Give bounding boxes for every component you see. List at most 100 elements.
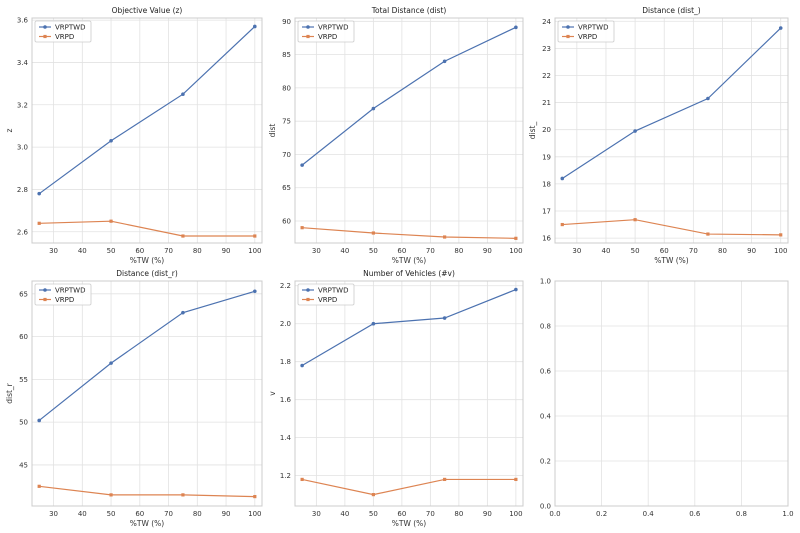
data-point-vrptwd [181,310,185,315]
x-axis-label: %TW (%) [130,256,165,265]
legend-marker [566,25,570,29]
x-tick-label: 40 [340,247,349,255]
chart-title: Distance (dist_r) [116,269,178,278]
x-tick-label: 1.0 [782,510,793,518]
x-tick-label: 40 [78,247,87,255]
data-point-vrptwd [300,363,304,368]
x-tick-label: 100 [509,510,522,518]
chart-title: Total Distance (dist) [371,6,447,15]
x-tick-label: 80 [193,247,202,255]
y-tick-label: 0.6 [540,368,552,376]
legend-marker [306,25,310,29]
chart-title: Number of Vehicles (#v) [363,269,455,278]
legend-label: VRPD [55,33,74,41]
y-tick-label: 3.2 [17,101,28,109]
data-point-vrptwd [514,25,518,30]
legend-marker [43,25,47,29]
x-tick-label: 0.2 [596,510,607,518]
data-point-vrptwd [633,129,637,133]
y-tick-label: 60 [282,218,291,226]
y-tick-label: 17 [542,208,551,216]
y-tick-label: 2.0 [280,320,291,328]
y-tick-label: 20 [542,126,551,134]
legend-marker [566,34,570,39]
chart-4: 30 40 50 60 70 80 90 100 45 50 55 60 65 Distance (dis… [5,269,263,528]
legend-marker [43,34,47,39]
data-point-vrpd [300,477,304,482]
y-tick-label: 1.4 [280,434,292,442]
y-tick-label: 1.6 [280,396,292,404]
data-point-vrpd [181,234,185,238]
chart-1: 30 40 50 60 70 80 90 100 2.6 2.8 3.0 3.2 3.4 3.6 Objec… [5,6,263,265]
data-point-vrptwd [442,59,447,64]
x-tick-label: 40 [602,247,611,255]
x-tick-label: 50 [107,247,116,255]
x-tick-label: 50 [107,510,116,518]
data-point-vrpd [37,221,41,225]
chart-title: Objective Value (z) [112,6,183,15]
y-axis-label: v [268,391,277,396]
data-point-vrpd [443,477,447,482]
data-point-vrpd [109,493,113,497]
legend-marker [43,288,47,292]
x-tick-label: 70 [164,510,173,518]
y-tick-label: 23 [542,45,551,53]
data-point-vrptwd [514,287,518,292]
x-axis-label: %TW (%) [392,519,427,528]
x-tick-label: 80 [193,510,202,518]
legend-label: VRPTWD [318,24,348,32]
legend-marker [306,34,310,39]
x-tick-label: 100 [248,510,261,518]
y-tick-label: 21 [542,99,551,107]
x-tick-label: 80 [454,510,463,518]
data-point-vrpd [253,234,257,238]
y-tick-label: 60 [19,333,28,341]
series-line-vrpd [39,485,255,498]
x-tick-label: 0.6 [689,510,701,518]
y-tick-label: 1.0 [540,278,551,286]
y-tick-label: 85 [282,51,291,59]
plot-frame [294,280,524,507]
y-tick-label: 65 [282,184,291,192]
data-point-vrpd [514,477,518,482]
series-line-vrpd [302,227,516,239]
x-tick-label: 80 [718,247,727,255]
x-tick-label: 30 [312,510,321,518]
y-tick-label: 0.0 [540,503,551,511]
data-point-vrptwd [706,96,710,101]
data-point-vrptwd [109,361,113,365]
data-point-vrpd [300,226,304,230]
x-tick-label: 60 [135,510,144,518]
series-line-vrptwd [301,288,517,367]
plot-frame [31,17,263,244]
y-tick-label: 1.8 [280,358,291,366]
y-tick-label: 70 [282,151,291,159]
y-axis-label: dist_ [528,122,537,140]
y-tick-label: 50 [19,419,28,427]
legend-marker [306,288,310,292]
x-tick-label: 30 [312,247,321,255]
legend-label: VRPTWD [578,24,608,32]
x-tick-label: 50 [631,247,640,255]
data-point-vrptwd [37,191,41,196]
data-point-vrpd [253,494,257,499]
y-tick-label: 3.4 [17,59,29,67]
data-point-vrptwd [371,106,376,111]
y-tick-label: 1.2 [280,472,291,480]
x-tick-label: 0.8 [736,510,747,518]
data-point-vrpd [706,232,710,236]
data-point-vrpd [633,218,637,222]
x-axis-label: %TW (%) [654,256,689,265]
x-axis-label: %TW (%) [392,256,427,265]
series-line-vrpd [301,478,516,496]
y-tick-label: 65 [19,290,28,298]
y-tick-label: 3.0 [17,144,28,152]
y-tick-label: 0.8 [540,323,551,331]
data-point-vrpd [181,493,185,497]
data-point-vrpd [560,222,564,227]
y-tick-label: 19 [542,153,551,161]
y-tick-label: 24 [542,18,551,26]
